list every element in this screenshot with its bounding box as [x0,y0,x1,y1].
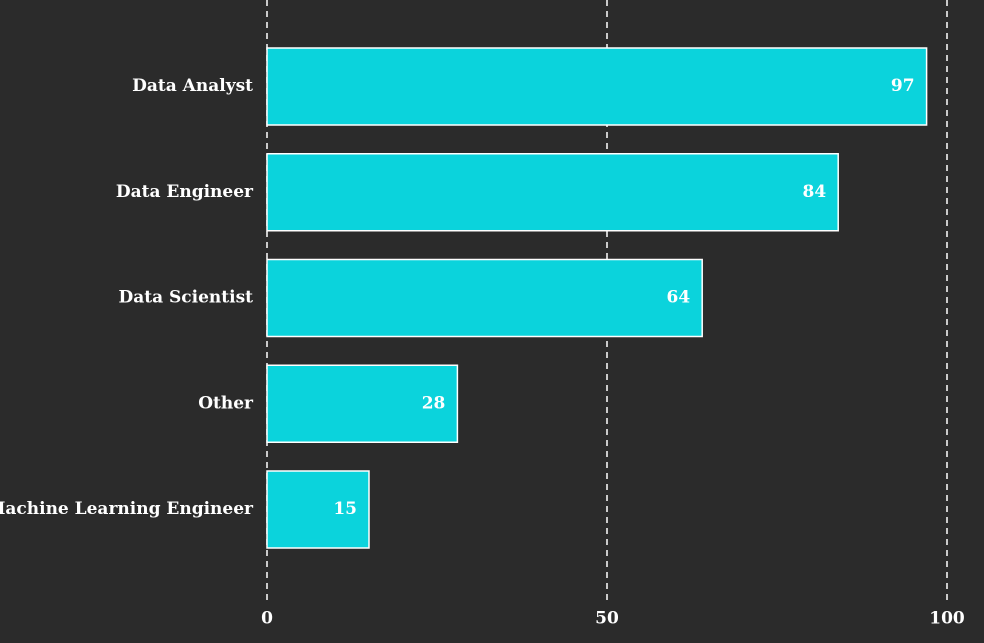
category-label: Data Engineer [116,182,254,202]
bar [266,470,370,549]
bar [266,364,459,443]
category-label: Data Scientist [118,288,253,308]
bars [266,47,928,549]
data-label: 97 [891,76,915,96]
data-label: 28 [422,393,446,413]
data-label: 15 [333,499,357,519]
category-label: Machine Learning Engineer [0,499,254,519]
x-tick-label: 0 [261,609,273,629]
data-label: 64 [667,288,691,308]
bar [266,153,839,232]
category-label: Data Analyst [132,76,253,96]
x-tick-label: 50 [595,609,619,629]
value-labels: 97 84 64 28 15 [333,76,914,519]
x-tick-label: 100 [929,609,965,629]
bar [266,258,703,338]
category-labels: Data Analyst Data Engineer Data Scientist O… [0,76,254,519]
x-axis-ticks: 0 50 100 [261,609,965,629]
category-label: Other [198,393,254,413]
data-label: 84 [803,182,827,202]
bar [266,47,928,126]
